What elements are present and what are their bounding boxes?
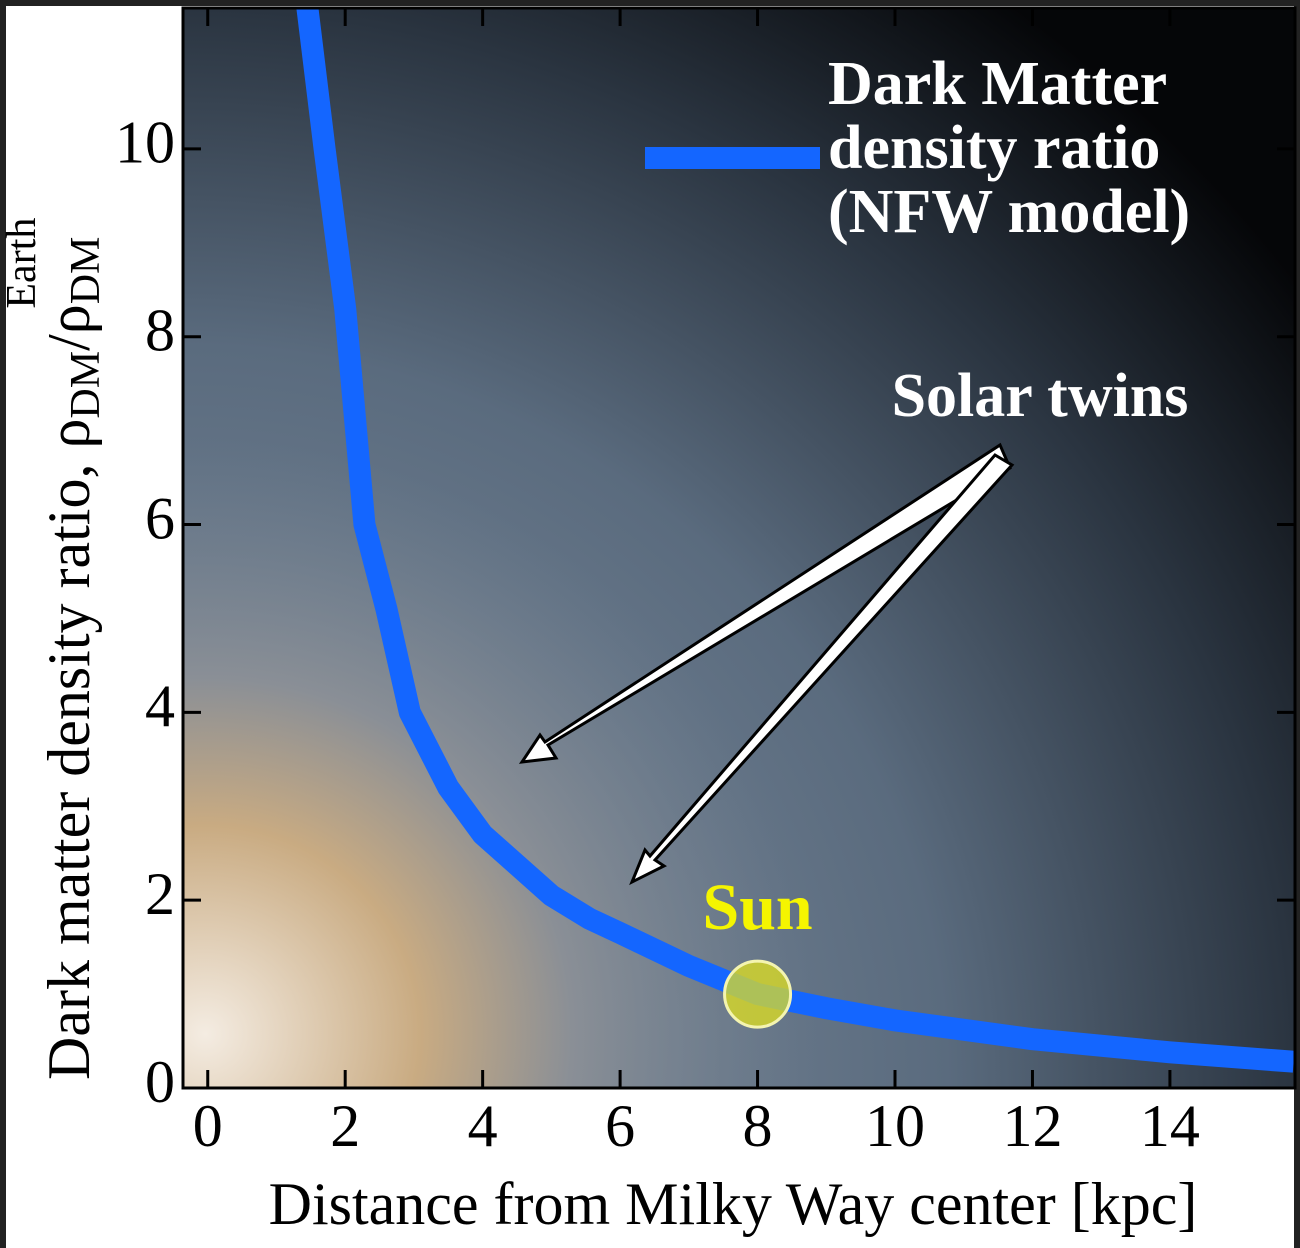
page: 0 2 4 6 8 10 12 14 0 2 4 6 8 10 Distance from Milky Wa… bbox=[0, 0, 1300, 1248]
x-tick-label: 2 bbox=[330, 1093, 360, 1159]
y-axis-label-part: /ρ bbox=[36, 304, 102, 351]
frame-top bbox=[0, 0, 1300, 6]
y-tick-label: 0 bbox=[145, 1049, 175, 1115]
x-tick-label: 10 bbox=[865, 1093, 925, 1159]
frame-left bbox=[0, 0, 6, 1248]
x-tick-label: 0 bbox=[193, 1093, 223, 1159]
sun-marker bbox=[725, 961, 791, 1027]
y-axis-label-part: Earth bbox=[0, 218, 45, 309]
x-tick-label: 6 bbox=[605, 1093, 635, 1159]
annotation: Solar twins bbox=[892, 362, 1189, 430]
x-tick-label: 12 bbox=[1002, 1093, 1062, 1159]
x-tick-label: 4 bbox=[468, 1093, 498, 1159]
y-tick-label: 4 bbox=[145, 673, 175, 739]
legend-text: Dark Matter density ratio (NFW model) bbox=[828, 52, 1268, 244]
sun-label: Sun bbox=[702, 871, 812, 944]
y-tick-label: 8 bbox=[145, 297, 175, 363]
y-tick-label: 10 bbox=[115, 110, 175, 176]
y-tick-label: 2 bbox=[145, 861, 175, 927]
x-tick-label: 8 bbox=[743, 1093, 773, 1159]
y-tick-label: 6 bbox=[145, 485, 175, 551]
x-axis-label: Distance from Milky Way center [kpc] bbox=[269, 1171, 1198, 1237]
y-axis-label-part: Dark matter density ratio, ρ bbox=[36, 419, 102, 1080]
y-axis-label-part: DM bbox=[63, 237, 109, 305]
y-axis-label: Dark matter density ratio, ρDM/ρDMEarth bbox=[0, 218, 109, 1080]
y-axis-label-part: DM bbox=[63, 351, 109, 419]
x-tick-label: 14 bbox=[1140, 1093, 1200, 1159]
